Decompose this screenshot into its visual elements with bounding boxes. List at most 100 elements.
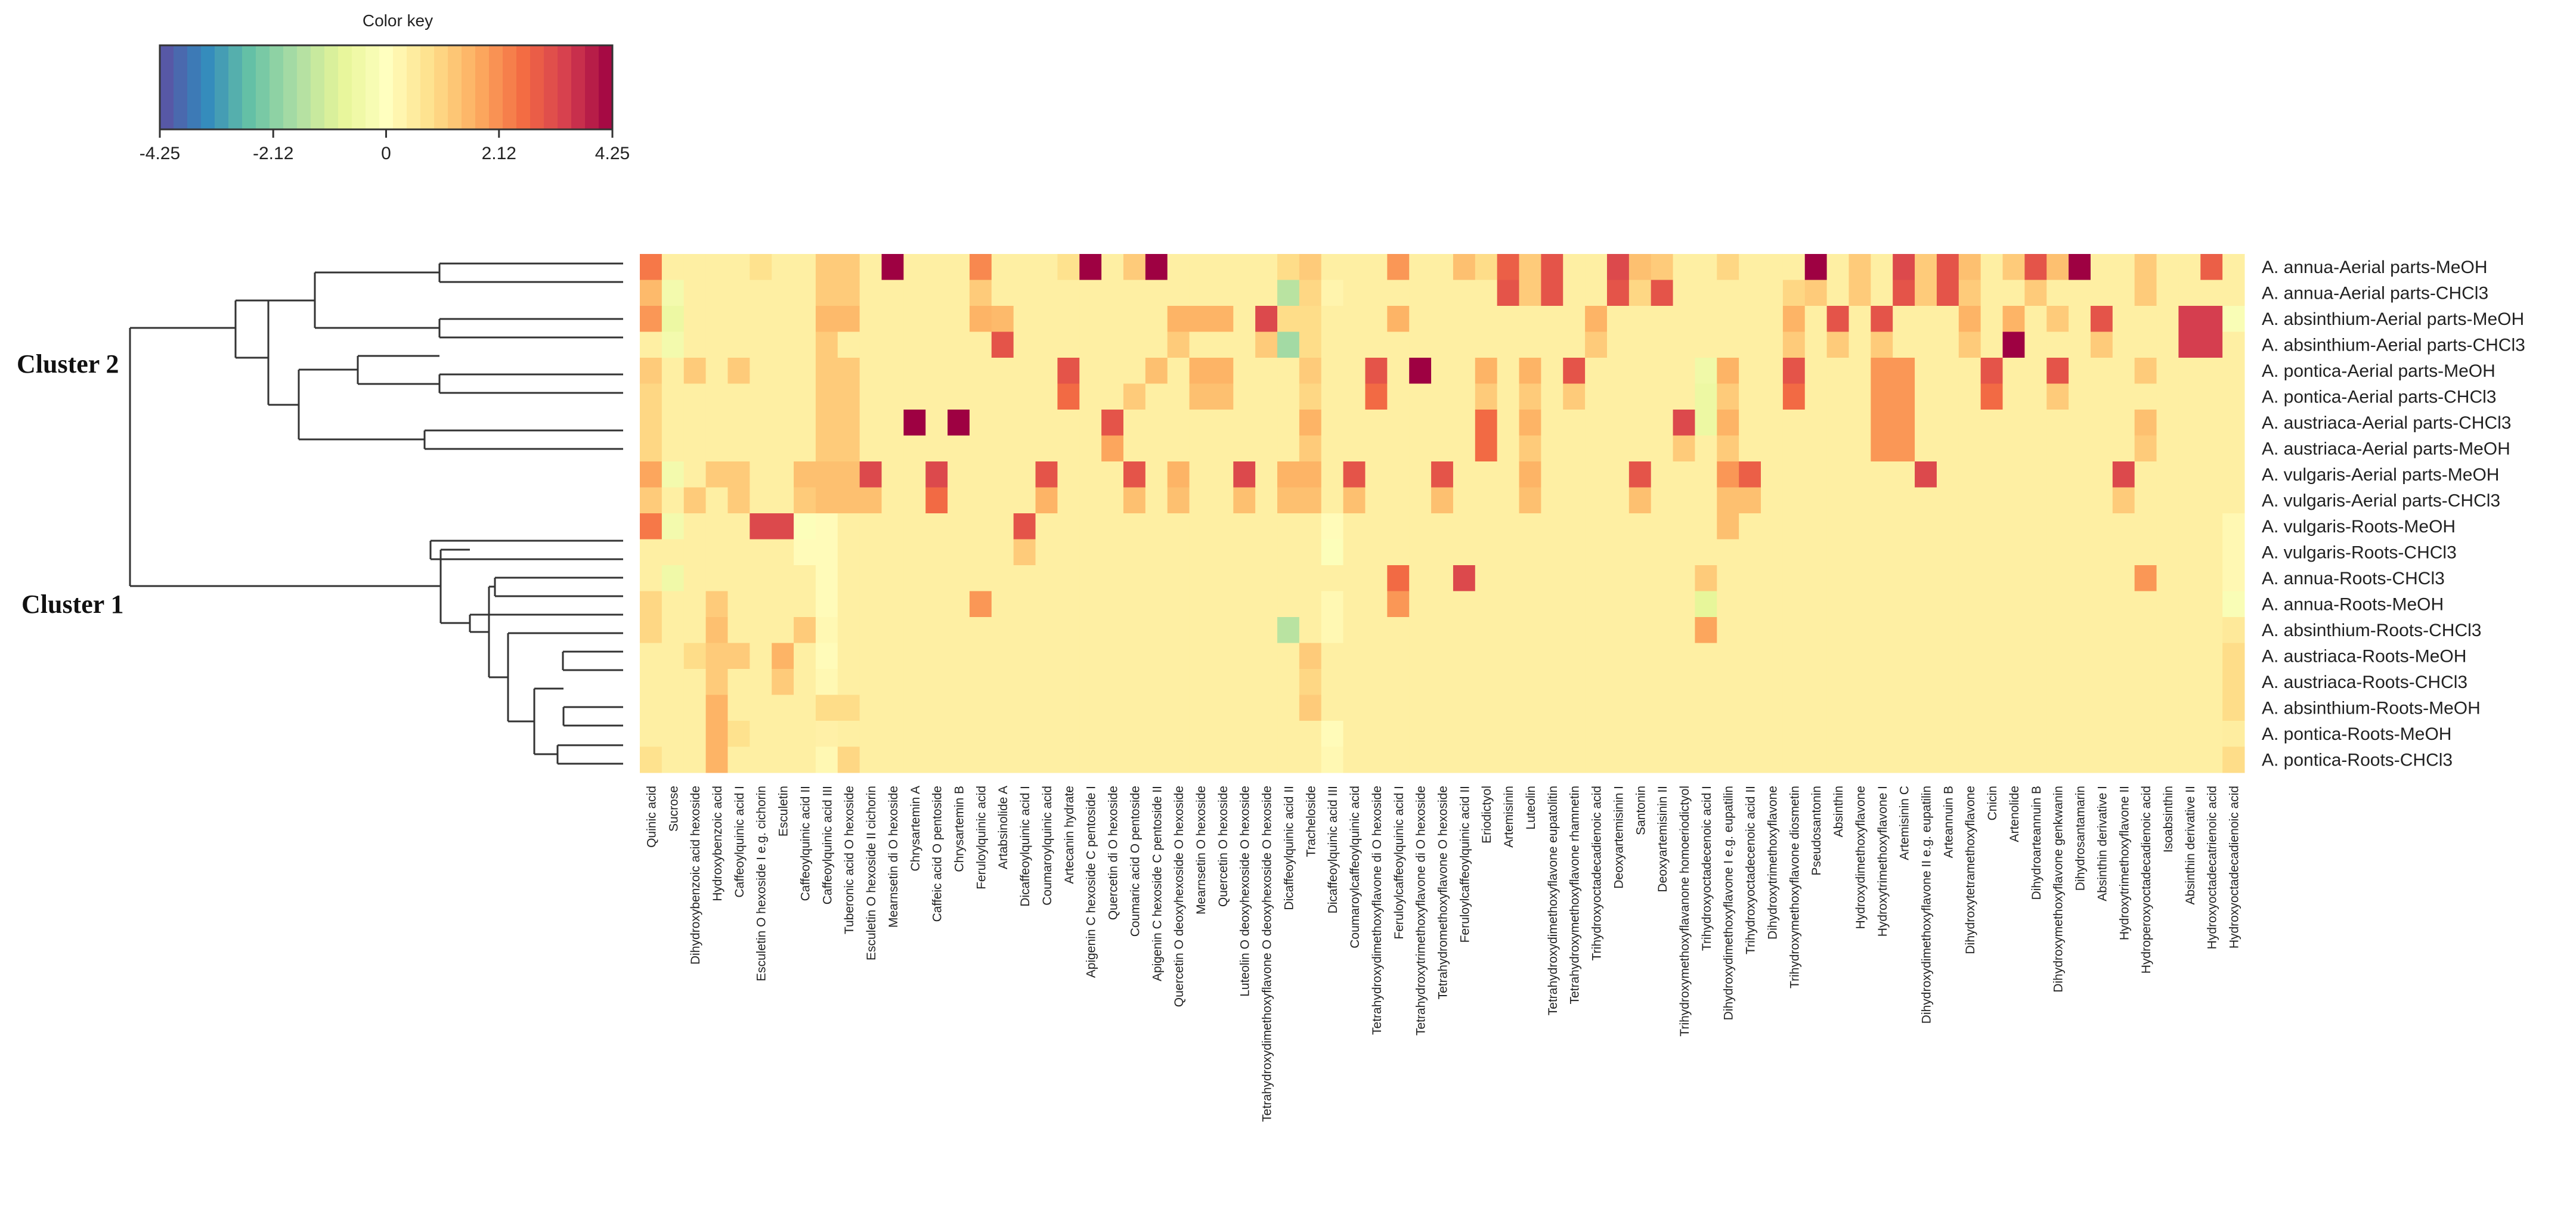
- heatmap-cell: [1651, 358, 1674, 384]
- heatmap-cell: [2178, 721, 2201, 747]
- heatmap-cell: [1365, 643, 1388, 670]
- heatmap-cell: [1475, 617, 1498, 643]
- heatmap-cell: [1826, 591, 1849, 618]
- heatmap-cell: [2112, 565, 2135, 591]
- heatmap-cell: [2069, 746, 2091, 773]
- heatmap-cell: [727, 513, 750, 540]
- heatmap-cell: [705, 669, 728, 695]
- heatmap-cell: [1233, 280, 1256, 306]
- heatmap-cell: [1431, 617, 1454, 643]
- heatmap-cell: [969, 695, 992, 721]
- heatmap-cell: [1321, 746, 1344, 773]
- heatmap-cell: [2024, 358, 2047, 384]
- heatmap-cell: [1211, 746, 1234, 773]
- column-label: Santonin: [1634, 786, 1648, 835]
- heatmap-cell: [1849, 643, 1871, 670]
- heatmap-cell: [1057, 461, 1080, 488]
- heatmap-cell: [1497, 331, 1520, 358]
- heatmap-cell: [969, 539, 992, 566]
- heatmap-cell: [1057, 721, 1080, 747]
- heatmap-cell: [1079, 487, 1102, 514]
- row-label: A. annua-Aerial parts-MeOH: [2262, 258, 2488, 277]
- heatmap-cell: [1321, 306, 1344, 332]
- heatmap-cell: [750, 695, 772, 721]
- heatmap-cell: [1673, 643, 1695, 670]
- column-label: Caffeoylquinic acid III: [821, 786, 834, 904]
- heatmap-cell: [1057, 565, 1080, 591]
- heatmap-cell: [1958, 617, 1981, 643]
- heatmap-cell: [837, 643, 860, 670]
- heatmap-cell: [772, 331, 794, 358]
- color-key-bin: [201, 45, 215, 129]
- heatmap-cell: [1145, 539, 1168, 566]
- heatmap-cell: [1365, 383, 1388, 410]
- heatmap-cell: [1849, 565, 1871, 591]
- heatmap-cell: [683, 643, 707, 670]
- heatmap-cell: [2200, 487, 2223, 514]
- heatmap-cell: [969, 306, 992, 332]
- heatmap-cell: [859, 513, 882, 540]
- column-label: Artecanin hydrate: [1063, 786, 1076, 884]
- heatmap-cell: [2024, 617, 2047, 643]
- heatmap-cell: [1958, 669, 1981, 695]
- heatmap-cell: [1343, 721, 1366, 747]
- heatmap-cell: [1695, 539, 1717, 566]
- heatmap-cell: [794, 746, 816, 773]
- heatmap-cell: [1695, 383, 1717, 410]
- heatmap-cell: [640, 539, 662, 566]
- heatmap-cell: [859, 383, 882, 410]
- heatmap-cell: [1893, 280, 1915, 306]
- heatmap-cell: [772, 513, 794, 540]
- heatmap-cell: [2156, 358, 2179, 384]
- heatmap-cell: [1936, 306, 1959, 332]
- heatmap-cell: [1519, 383, 1541, 410]
- heatmap-cell: [1871, 358, 1893, 384]
- heatmap-cell: [1365, 254, 1388, 280]
- heatmap-cell: [1782, 358, 1806, 384]
- heatmap-cell: [969, 617, 992, 643]
- heatmap-cell: [991, 487, 1014, 514]
- heatmap-cell: [859, 695, 882, 721]
- heatmap-cell: [2069, 435, 2091, 462]
- heatmap-cell: [1695, 643, 1717, 670]
- heatmap-cell: [1475, 721, 1498, 747]
- column-label: Trihydroxymethoxyflavanone homoeriodicty…: [1678, 786, 1692, 1037]
- heatmap-cell: [1453, 487, 1476, 514]
- heatmap-cell: [1409, 591, 1432, 618]
- heatmap-cell: [1101, 435, 1124, 462]
- heatmap-cell: [1673, 358, 1695, 384]
- heatmap-cell: [1936, 461, 1959, 488]
- column-label: Absinthin derivative I: [2095, 786, 2109, 901]
- heatmap-cell: [1035, 306, 1058, 332]
- heatmap-cell: [1717, 539, 1739, 566]
- heatmap-cell: [1826, 746, 1849, 773]
- heatmap-cell: [1936, 358, 1959, 384]
- heatmap-cell: [2200, 435, 2223, 462]
- heatmap-cell: [1321, 539, 1344, 566]
- heatmap-cell: [661, 591, 685, 618]
- heatmap-cell: [925, 643, 948, 670]
- heatmap-cell: [1167, 280, 1190, 306]
- column-label: Isoabsinthin: [2162, 786, 2175, 853]
- heatmap-cell: [1871, 721, 1893, 747]
- heatmap-cell: [1189, 331, 1212, 358]
- heatmap-cell: [2200, 539, 2223, 566]
- column-label: Dihydroxytetramethoxyflavone: [1964, 786, 1977, 954]
- column-label: Tetrahydroxytrimethoxyflavone di O hexos…: [1414, 786, 1428, 1036]
- heatmap-cell: [1958, 410, 1981, 436]
- heatmap-cell: [1211, 280, 1234, 306]
- heatmap-cell: [881, 565, 904, 591]
- heatmap-cell: [2222, 461, 2245, 488]
- heatmap-cell: [1321, 617, 1344, 643]
- color-key-bin: [448, 45, 462, 129]
- heatmap-cell: [948, 280, 970, 306]
- heatmap-cell: [1035, 539, 1058, 566]
- heatmap-cell: [1673, 435, 1695, 462]
- heatmap-cell: [837, 331, 860, 358]
- column-label: Pseudosantonin: [1810, 786, 1823, 876]
- heatmap-cell: [1915, 280, 1937, 306]
- heatmap-cell: [1804, 306, 1828, 332]
- heatmap-cell: [1211, 461, 1234, 488]
- color-key-bin: [256, 45, 270, 129]
- column-label: Artenolide: [2008, 786, 2021, 842]
